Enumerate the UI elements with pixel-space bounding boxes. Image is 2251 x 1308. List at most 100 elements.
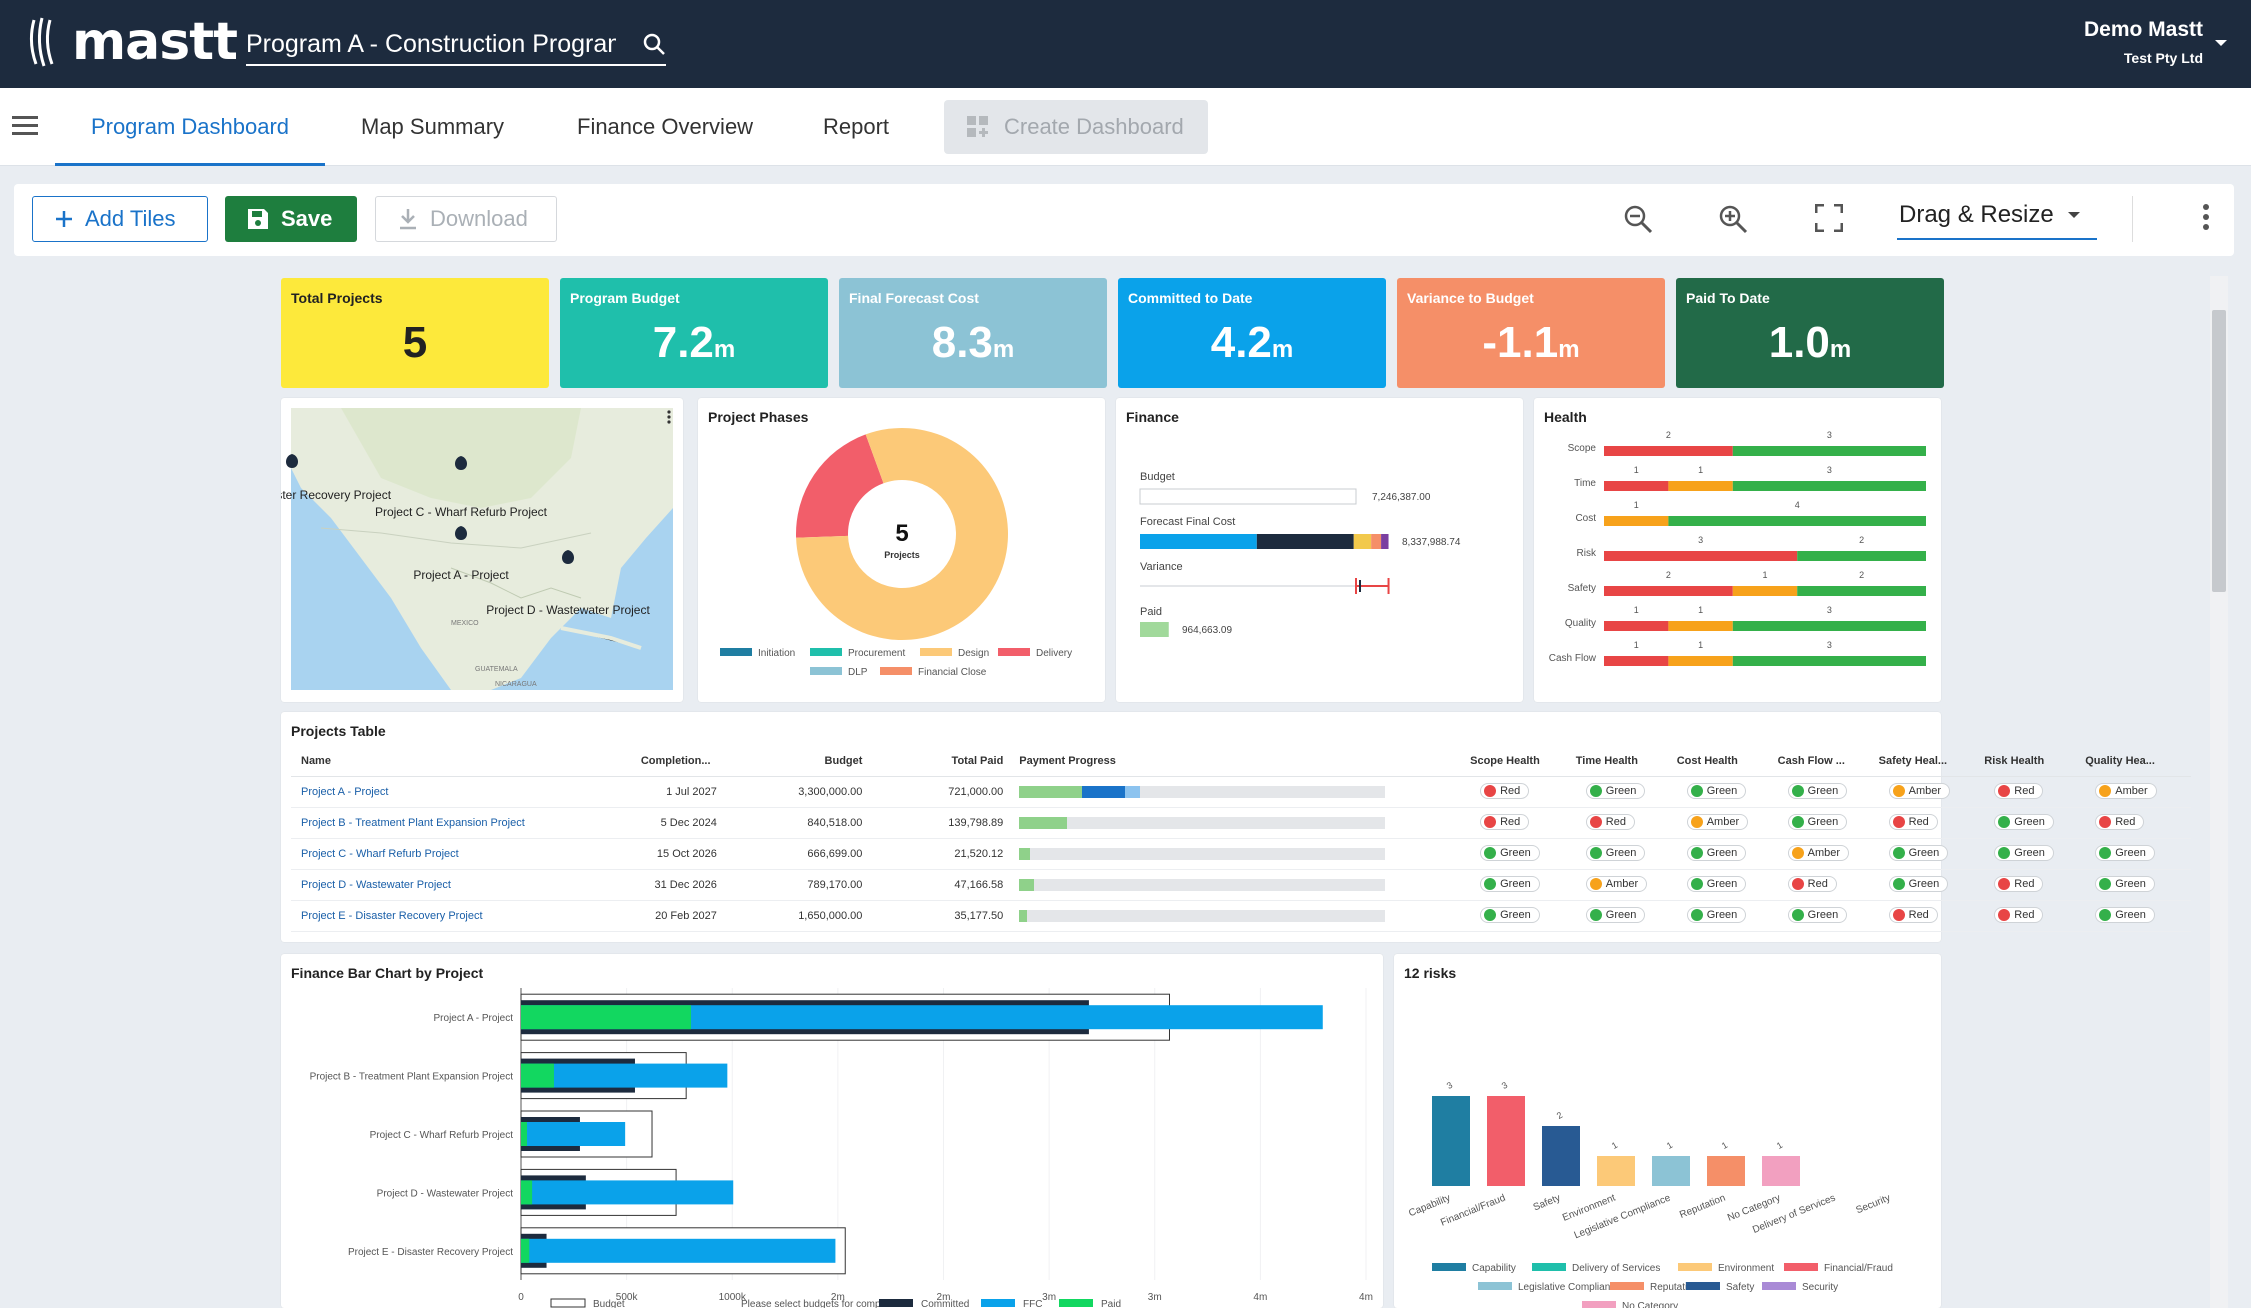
status-badge: Green: [1994, 845, 2054, 861]
kpi-title: Final Forecast Cost: [849, 290, 979, 306]
kpi-tile[interactable]: Paid To Date 1.0m: [1676, 278, 1944, 388]
project-link[interactable]: Project A - Project: [301, 785, 389, 798]
program-name[interactable]: Program A - Construction Program: [246, 29, 616, 58]
map-pin-icon[interactable]: [286, 454, 298, 476]
tab-map-summary[interactable]: Map Summary: [361, 114, 505, 139]
tab-report[interactable]: Report: [823, 114, 890, 139]
risk-category: Reputation: [1678, 1193, 1727, 1221]
legend-label: Security: [1802, 1282, 1838, 1293]
zoom-in-icon[interactable]: [1718, 204, 1748, 234]
column-header[interactable]: Scope Health: [1470, 746, 1576, 777]
health-segment: [1604, 621, 1669, 631]
column-header[interactable]: Total Paid: [878, 746, 1020, 777]
finance-bar-card: Finance Bar Chart by Project 0 500k 1000k 2…: [281, 954, 1383, 1308]
health-count: 1: [1698, 640, 1703, 650]
download-button[interactable]: Download: [375, 196, 557, 242]
kpi-tile[interactable]: Total Projects 5: [281, 278, 549, 388]
column-header[interactable]: Completion...: [640, 746, 733, 777]
project-link[interactable]: Project E - Disaster Recovery Project: [301, 909, 483, 922]
status-label: Red: [1500, 785, 1521, 797]
status-badge: Green: [1787, 814, 1848, 830]
legend-swatch: [1784, 1263, 1818, 1271]
add-tiles-button[interactable]: Add Tiles: [32, 196, 208, 242]
column-header[interactable]: Name: [291, 746, 641, 777]
status-label: Amber: [1908, 785, 1942, 797]
column-header[interactable]: Budget: [732, 746, 879, 777]
ffc-bar: [521, 1122, 626, 1146]
map-pin-icon[interactable]: [455, 456, 467, 478]
status-badge: Red: [2095, 814, 2145, 830]
column-header[interactable]: Payment Progress: [1019, 746, 1471, 777]
legend-swatch: [1678, 1263, 1712, 1271]
user-menu[interactable]: Demo Mastt Test Pty Ltd: [2084, 18, 2203, 66]
table-row[interactable]: Project B - Treatment Plant Expansion Pr…: [291, 807, 2191, 839]
table-row[interactable]: Project C - Wharf Refurb Project 15 Oct 2…: [291, 838, 2191, 870]
column-header[interactable]: Safety Heal...: [1878, 746, 1985, 777]
health-category: Safety: [1568, 583, 1596, 594]
save-button[interactable]: Save: [225, 196, 357, 242]
x-tick-label: 2m: [937, 1292, 951, 1303]
kpi-title: Program Budget: [570, 290, 680, 306]
kpi-tile[interactable]: Program Budget 7.2m: [560, 278, 828, 388]
health-count: 2: [1859, 570, 1864, 580]
health-cell: Green: [2085, 869, 2191, 901]
kpi-tile[interactable]: Committed to Date 4.2m: [1118, 278, 1386, 388]
status-dot: [2099, 878, 2112, 890]
map-pin-icon[interactable]: [455, 526, 467, 548]
status-badge: Red: [1888, 814, 1938, 830]
column-header[interactable]: Quality Hea...: [2085, 746, 2191, 777]
health-cell: Amber: [1878, 776, 1985, 808]
project-phases-card: Project Phases 5 Projects Initiation Proc…: [698, 398, 1105, 702]
mode-select[interactable]: Drag & Resize: [1897, 192, 2097, 240]
legend-label: Environment: [1718, 1263, 1774, 1274]
save-label: Save: [281, 206, 333, 231]
status-label: Green: [2115, 847, 2146, 859]
chevron-down-icon[interactable]: [2213, 38, 2229, 48]
health-segment: [1668, 516, 1926, 526]
column-header[interactable]: Risk Health: [1984, 746, 2086, 777]
user-name[interactable]: Demo Mastt: [2083, 18, 2203, 41]
top-bar: mastt Program A - Construction Program D…: [0, 0, 2251, 88]
budget-cell: 840,518.00: [732, 807, 879, 839]
tab-finance-overview[interactable]: Finance Overview: [577, 114, 754, 139]
more-options-icon[interactable]: [2202, 204, 2210, 230]
health-cell: Red: [1878, 807, 1985, 839]
column-header[interactable]: Cost Health: [1676, 746, 1778, 777]
dashboard-scrollbar[interactable]: [2210, 276, 2228, 1308]
table-row[interactable]: Project E - Disaster Recovery Project 20 …: [291, 900, 2191, 932]
zoom-out-icon[interactable]: [1623, 204, 1653, 234]
create-dashboard-button[interactable]: Create Dashboard: [944, 100, 1208, 154]
project-link[interactable]: Project D - Wastewater Project: [301, 878, 451, 891]
legend-swatch: [981, 1299, 1015, 1307]
mastt-logo[interactable]: mastt: [28, 12, 238, 72]
project-link[interactable]: Project C - Wharf Refurb Project: [301, 847, 459, 860]
kpi-tile[interactable]: Variance to Budget -1.1m: [1397, 278, 1665, 388]
table-row[interactable]: Project D - Wastewater Project 31 Dec 202…: [291, 869, 2191, 901]
ffc-bar: [521, 1180, 734, 1205]
status-dot: [1892, 909, 1905, 921]
forecast-bar: [1140, 534, 1389, 549]
risk-bar: [1542, 1126, 1580, 1186]
fullscreen-icon[interactable]: [1815, 204, 1843, 232]
scrollbar-thumb[interactable]: [2212, 310, 2226, 592]
tab-program-dashboard[interactable]: Program Dashboard: [55, 88, 325, 166]
column-header[interactable]: Cash Flow ...: [1777, 746, 1879, 777]
project-map[interactable]: Project E - Disaster Recovery Project Pr…: [281, 398, 683, 702]
project-link[interactable]: Project B - Treatment Plant Expansion Pr…: [301, 816, 525, 829]
map-pin-icon[interactable]: [562, 550, 574, 572]
program-search[interactable]: Program A - Construction Program: [246, 24, 666, 66]
menu-icon[interactable]: [12, 116, 38, 140]
health-count: 1: [1698, 465, 1703, 475]
forecast-segment: [1371, 534, 1382, 549]
health-category: Scope: [1568, 443, 1597, 454]
status-label: Red: [1908, 909, 1929, 921]
legend-swatch: [1762, 1282, 1796, 1290]
column-header[interactable]: Time Health: [1575, 746, 1677, 777]
table-row[interactable]: Project A - Project 1 Jul 2027 3,300,000.0…: [291, 776, 2191, 808]
legend-label: Legislative Compliance: [1518, 1282, 1621, 1293]
status-dot: [2099, 847, 2112, 859]
more-options-icon[interactable]: [667, 410, 671, 414]
status-label: Red: [1908, 816, 1929, 828]
search-icon[interactable]: [642, 32, 666, 56]
kpi-tile[interactable]: Final Forecast Cost 8.3m: [839, 278, 1107, 388]
